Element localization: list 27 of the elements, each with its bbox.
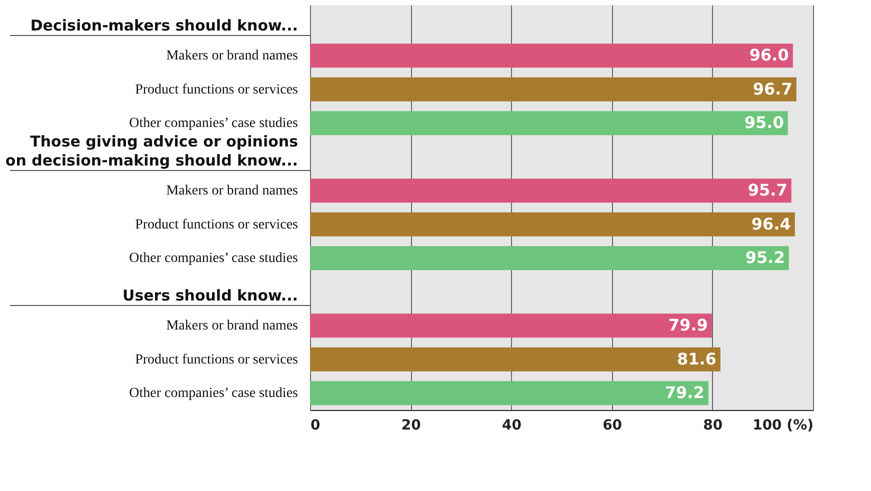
data-label: 96.7 <box>752 79 792 98</box>
x-tick-label: 20 <box>401 418 422 434</box>
y-tick-label: Other companies’ case studies <box>129 386 298 402</box>
y-tick-label: Other companies’ case studies <box>129 251 298 266</box>
x-tick-label: 100 (%) <box>752 418 814 434</box>
x-tick-label: 80 <box>703 418 723 434</box>
y-tick-label: Makers or brand names <box>166 48 298 64</box>
y-tick-label: Other companies’ case studies <box>129 116 298 132</box>
data-label: 79.9 <box>668 316 708 335</box>
x-tick-label: 40 <box>502 418 522 434</box>
data-label: 81.6 <box>676 349 716 368</box>
data-label: 95.2 <box>745 248 785 268</box>
data-label: 96.0 <box>749 46 789 65</box>
data-label: 79.2 <box>664 383 704 402</box>
y-tick-label: Product functions or services <box>135 352 298 368</box>
x-tick-label: 0 <box>310 418 320 434</box>
data-label: 96.4 <box>751 214 791 234</box>
y-tick-label: Users should know... <box>122 286 298 305</box>
y-tick-label: Product functions or services <box>135 82 298 98</box>
x-tick-label: 60 <box>602 418 622 434</box>
data-label: 95.0 <box>744 113 784 132</box>
y-tick-label: Product functions or services <box>135 217 298 232</box>
data-label: 95.7 <box>748 180 788 200</box>
y-tick-label: Makers or brand names <box>166 184 298 199</box>
y-tick-label: Decision-makers should know... <box>30 16 298 35</box>
y-tick-label: Makers or brand names <box>166 318 298 334</box>
category-label: Those giving advice or opinions on decision-making should know... <box>5 132 298 170</box>
